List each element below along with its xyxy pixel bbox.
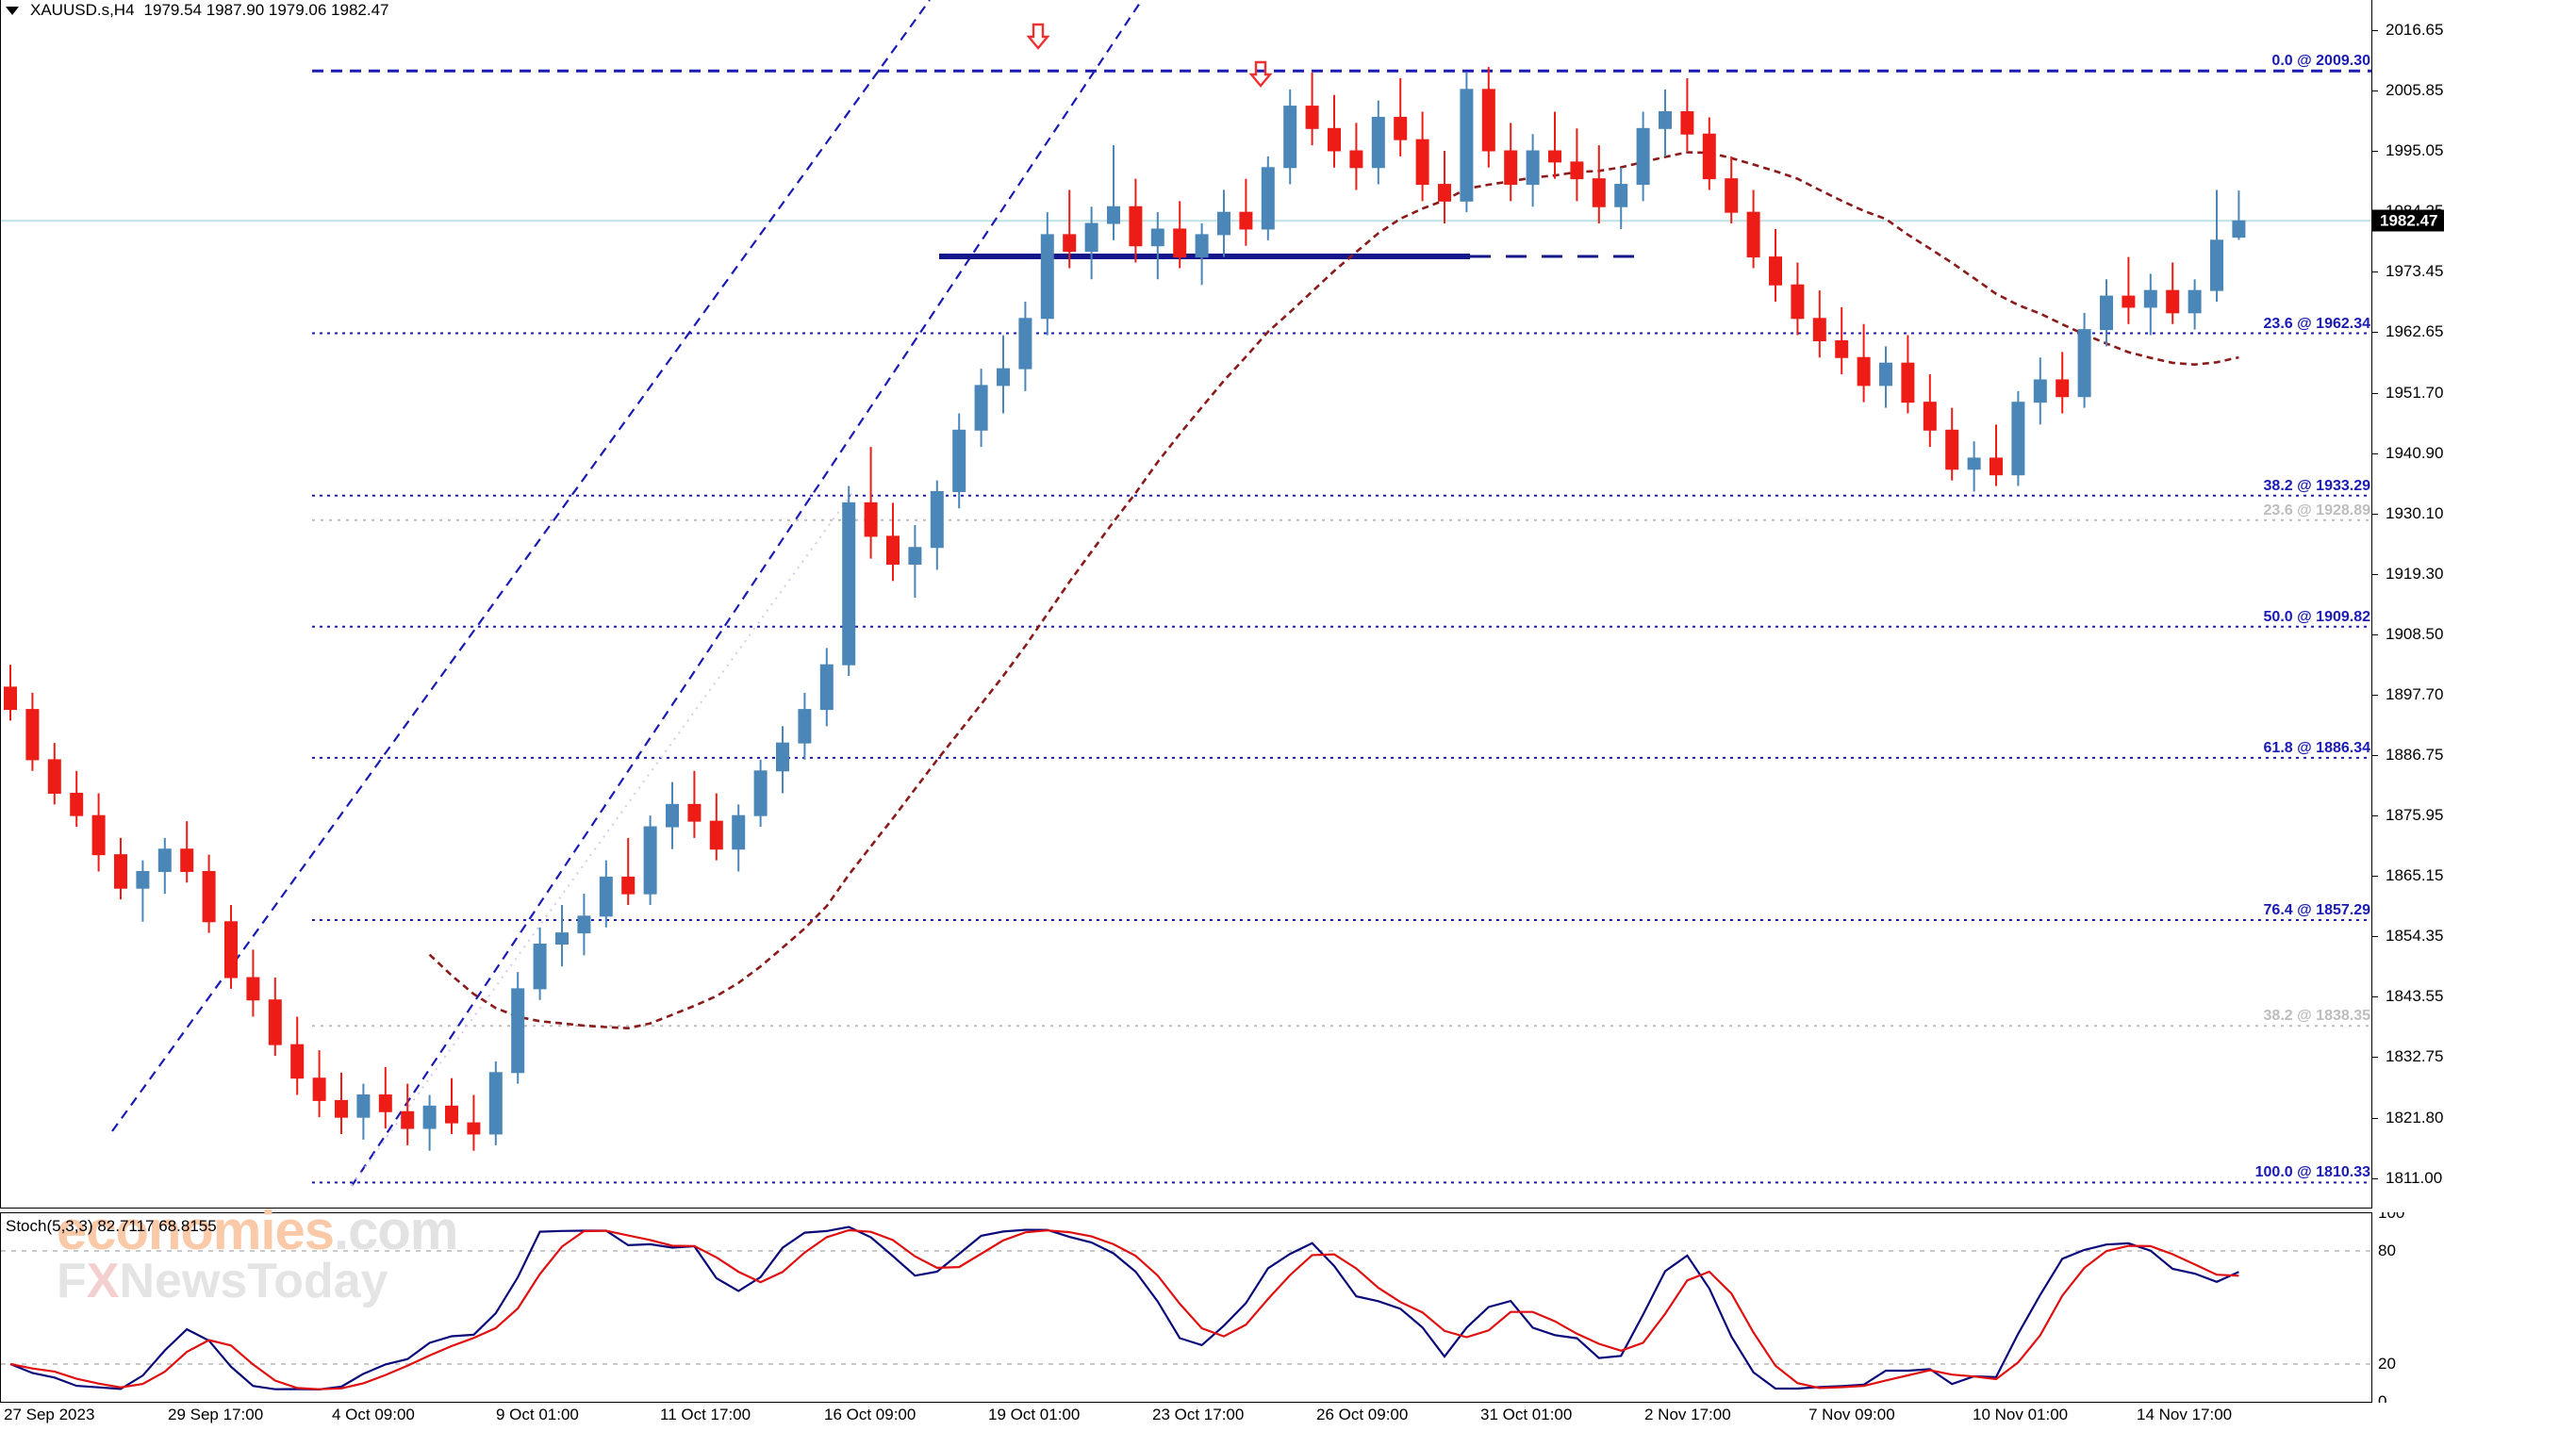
time-axis-label: 19 Oct 01:00: [988, 1406, 1081, 1423]
price-axis-tick: [2372, 452, 2378, 454]
sell-arrow-2: [1248, 60, 1273, 88]
price-axis-tick: [2372, 1118, 2378, 1120]
price-axis-tick: [2372, 150, 2378, 152]
price-axis-label: 1973.45: [2386, 261, 2444, 280]
chevron-down-icon[interactable]: [6, 6, 19, 15]
time-axis-label: 4 Oct 09:00: [332, 1406, 415, 1423]
price-plot-area[interactable]: [1, 0, 2371, 1208]
price-axis-tick: [2372, 29, 2378, 31]
price-axis-label: 1886.75: [2386, 746, 2444, 765]
stochastic-axis-label: 100: [2378, 1212, 2405, 1222]
price-axis-tick: [2372, 271, 2378, 272]
price-axis-label: 1897.70: [2386, 684, 2444, 703]
price-axis[interactable]: 2016.652005.851995.051984.251973.451962.…: [2372, 0, 2576, 1209]
price-axis-label: 1908.50: [2386, 624, 2444, 643]
time-axis-label: 27 Sep 2023: [4, 1406, 95, 1423]
price-axis-tick: [2372, 90, 2378, 91]
price-axis-label: 1930.10: [2386, 503, 2444, 522]
time-axis-label: 29 Sep 17:00: [168, 1406, 264, 1423]
price-axis-label: 1962.65: [2386, 321, 2444, 340]
price-axis-tick: [2372, 1057, 2378, 1059]
price-chart-pane[interactable]: [0, 0, 2372, 1209]
price-axis-label: 1811.00: [2386, 1169, 2443, 1188]
price-axis-tick: [2372, 513, 2378, 515]
price-axis-tick: [2372, 331, 2378, 333]
time-axis-label: 10 Nov 01:00: [1973, 1406, 2069, 1423]
time-axis-label: 16 Oct 09:00: [824, 1406, 916, 1423]
stochastic-plot-area[interactable]: [1, 1213, 2371, 1402]
price-axis-tick: [2372, 633, 2378, 635]
sell-arrow-1: [1026, 23, 1050, 50]
time-axis-label: 14 Nov 17:00: [2137, 1406, 2233, 1423]
price-axis-tick: [2372, 755, 2378, 757]
price-axis-tick: [2372, 392, 2378, 394]
ohlc-values: 1979.54 1987.90 1979.06 1982.47: [143, 1, 389, 19]
price-canvas: [1, 0, 2371, 1187]
time-axis-label: 26 Oct 09:00: [1316, 1406, 1409, 1423]
time-axis-label: 31 Oct 01:00: [1480, 1406, 1573, 1423]
time-axis-label: 23 Oct 17:00: [1152, 1406, 1245, 1423]
stochastic-axis-label: 80: [2378, 1242, 2396, 1259]
price-axis-tick: [2372, 694, 2378, 696]
price-axis-label: 1821.80: [2386, 1109, 2444, 1127]
price-axis-tick: [2372, 1178, 2378, 1180]
price-axis-tick: [2372, 996, 2378, 998]
price-axis-tick: [2372, 876, 2378, 878]
price-axis-label: 1995.05: [2386, 140, 2444, 159]
time-axis-label: 2 Nov 17:00: [1644, 1406, 1731, 1423]
price-axis-label: 1940.90: [2386, 443, 2444, 462]
time-axis[interactable]: 27 Sep 2023 29 Sep 17:00 4 Oct 09:00 9 Oct …: [0, 1405, 2372, 1431]
stochastic-axis[interactable]: 100 80 20 0: [2372, 1212, 2576, 1403]
price-axis-label: 1854.35: [2386, 927, 2444, 946]
price-axis-label: 1951.70: [2386, 383, 2444, 402]
price-axis-tick: [2372, 573, 2378, 575]
stochastic-canvas: [1, 1225, 2371, 1391]
price-axis-tick: [2372, 815, 2378, 817]
price-axis-label: 1832.75: [2386, 1047, 2444, 1066]
price-axis-label: 1875.95: [2386, 806, 2444, 825]
chart-header: XAUUSD.s,H4 1979.54 1987.90 1979.06 1982…: [0, 0, 2576, 21]
last-price-tag: 1982.47: [2372, 209, 2445, 232]
price-axis-label: 1843.55: [2386, 987, 2444, 1006]
time-axis-label: 9 Oct 01:00: [496, 1406, 579, 1423]
price-axis-label: 1919.30: [2386, 564, 2444, 583]
stochastic-axis-label: 20: [2378, 1355, 2396, 1373]
stochastic-pane[interactable]: [0, 1212, 2372, 1403]
price-axis-tick: [2372, 936, 2378, 938]
time-axis-label: 11 Oct 17:00: [660, 1406, 751, 1423]
stochastic-axis-label: 0: [2378, 1392, 2387, 1403]
price-axis-label: 2005.85: [2386, 80, 2444, 99]
price-axis-label: 2016.65: [2386, 20, 2444, 39]
stochastic-legend: Stoch(5,3,3) 82.7117 68.8155: [6, 1217, 217, 1235]
time-axis-label: 7 Nov 09:00: [1808, 1406, 1895, 1423]
price-axis-label: 1865.15: [2386, 866, 2444, 885]
symbol-label: XAUUSD.s,H4: [30, 1, 135, 19]
